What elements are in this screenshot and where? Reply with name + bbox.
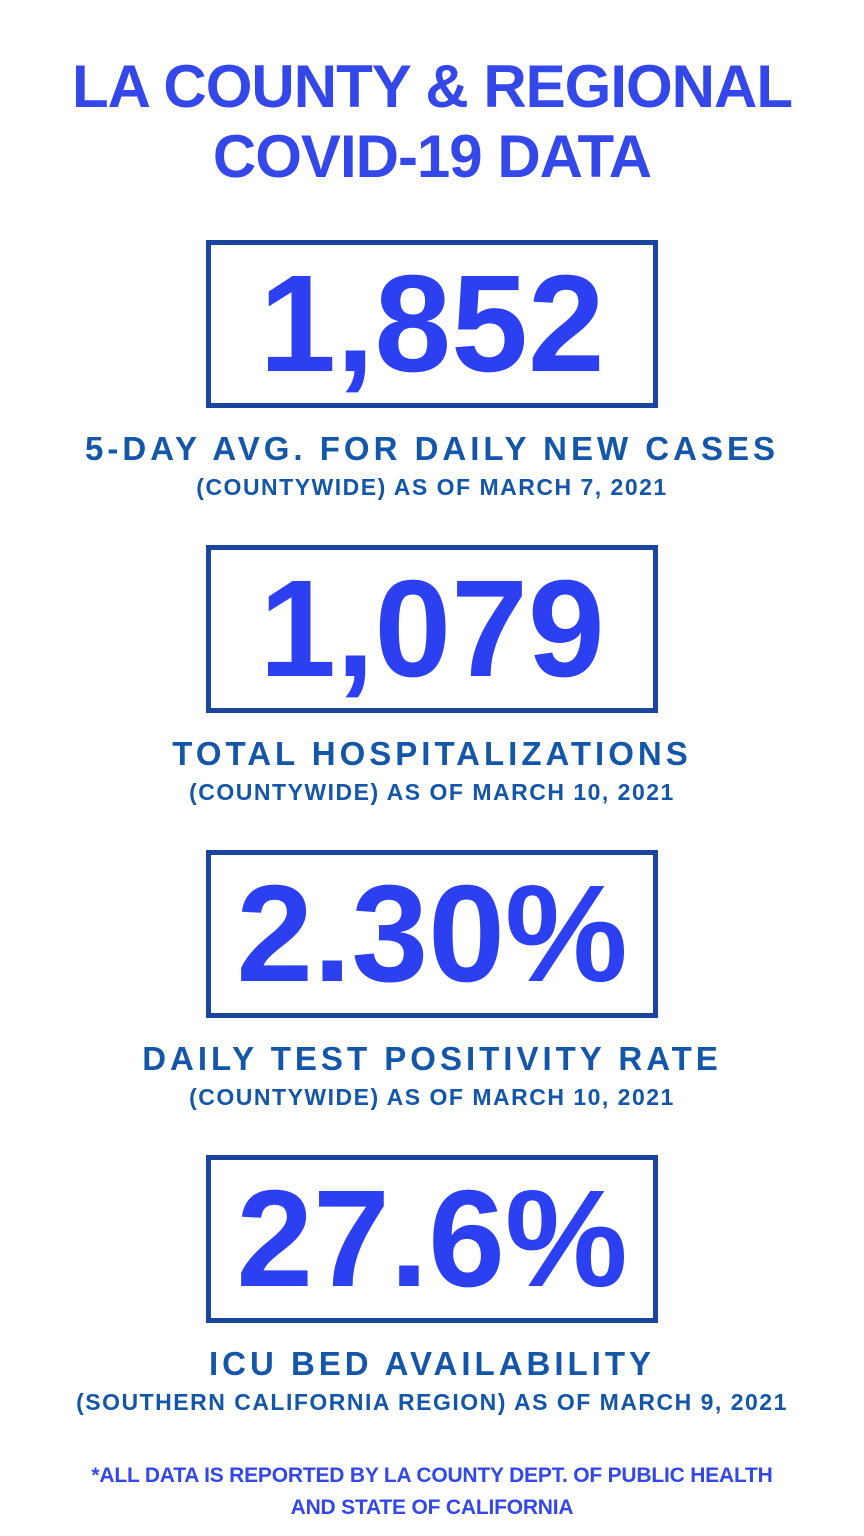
stat-label: ICU BED AVAILABILITY [208,1345,656,1382]
stat-value: 1,079 [259,552,605,706]
stat-label: TOTAL HOSPITALIZATIONS [172,735,692,772]
stat-daily-new-cases: 1,852 5-DAY AVG. FOR DAILY NEW CASES (CO… [0,240,864,501]
stat-value-box: 27.6% [206,1155,658,1323]
stat-value-box: 1,852 [206,240,658,408]
stat-value: 2.30% [236,857,628,1011]
stats-list: 1,852 5-DAY AVG. FOR DAILY NEW CASES (CO… [0,240,864,1416]
stat-sublabel: (SOUTHERN CALIFORNIA REGION) AS OF MARCH… [76,1389,788,1415]
stat-label: DAILY TEST POSITIVITY RATE [142,1040,722,1077]
data-source-footnote: *ALL DATA IS REPORTED BY LA COUNTY DEPT.… [0,1460,864,1524]
footnote-line2: AND STATE OF CALIFORNIA [290,1496,574,1519]
footnote-line1: *ALL DATA IS REPORTED BY LA COUNTY DEPT.… [91,1464,773,1487]
stat-test-positivity-rate: 2.30% DAILY TEST POSITIVITY RATE (COUNTY… [0,850,864,1111]
stat-value-box: 2.30% [206,850,658,1018]
stat-sublabel: (COUNTYWIDE) AS OF MARCH 10, 2021 [189,779,675,805]
stat-sublabel: (COUNTYWIDE) AS OF MARCH 10, 2021 [189,1084,675,1110]
stat-value: 1,852 [259,247,605,401]
page-title-line2: COVID-19 DATA [212,123,652,190]
stat-total-hospitalizations: 1,079 TOTAL HOSPITALIZATIONS (COUNTYWIDE… [0,545,864,806]
page-title-line1: LA COUNTY & REGIONAL [71,53,793,120]
stat-value: 27.6% [236,1162,628,1316]
stat-sublabel: (COUNTYWIDE) AS OF MARCH 7, 2021 [196,474,668,500]
page-title: LA COUNTY & REGIONAL COVID-19 DATA [0,52,864,192]
stat-label: 5-DAY AVG. FOR DAILY NEW CASES [85,430,779,467]
stat-icu-bed-availability: 27.6% ICU BED AVAILABILITY (SOUTHERN CAL… [0,1155,864,1416]
stat-value-box: 1,079 [206,545,658,713]
